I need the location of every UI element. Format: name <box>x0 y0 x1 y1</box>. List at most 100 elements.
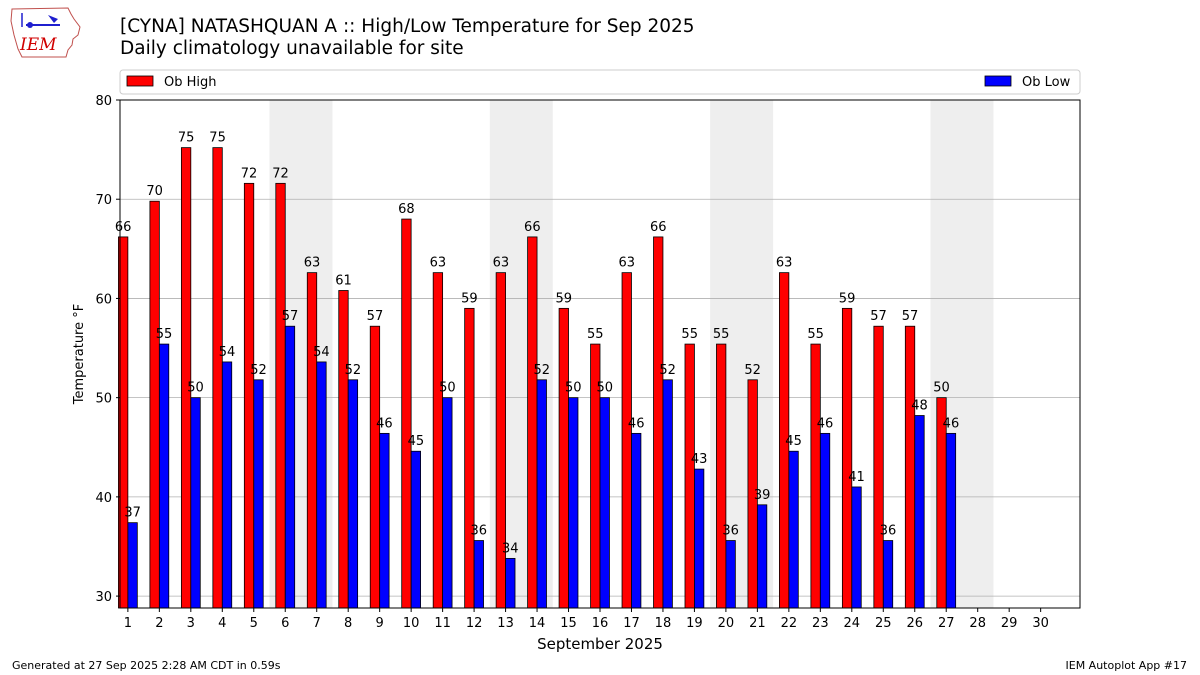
x-tick-label-6: 6 <box>281 616 289 631</box>
label-low-24: 41 <box>848 470 865 485</box>
bar-low-15 <box>568 397 579 609</box>
x-tick-label-11: 11 <box>434 616 451 631</box>
bar-low-25 <box>882 540 894 609</box>
bar-low-7 <box>316 361 327 609</box>
label-high-19: 55 <box>681 327 698 342</box>
bar-high-8 <box>338 290 349 609</box>
bar-high-6 <box>275 182 286 609</box>
bar-low-23 <box>819 432 831 609</box>
x-tick-label-17: 17 <box>623 616 640 631</box>
x-tick-label-20: 20 <box>718 616 735 631</box>
bar-high-15 <box>558 307 569 609</box>
bar-low-20 <box>725 540 736 609</box>
x-tick-label-26: 26 <box>906 616 923 631</box>
label-high-4: 75 <box>209 131 226 146</box>
bar-low-21 <box>756 504 768 609</box>
y-tick-label-70: 70 <box>95 193 112 208</box>
label-low-10: 45 <box>408 434 425 449</box>
bar-low-5 <box>253 379 264 609</box>
label-low-25: 36 <box>880 524 897 539</box>
label-high-6: 72 <box>272 166 289 181</box>
x-tick-label-24: 24 <box>844 616 861 631</box>
x-tick-label-29: 29 <box>1001 616 1018 631</box>
label-low-21: 39 <box>754 488 771 503</box>
label-low-7: 54 <box>313 345 330 360</box>
x-tick-label-2: 2 <box>155 616 163 631</box>
x-tick-label-16: 16 <box>592 616 609 631</box>
bar-high-11 <box>432 272 444 609</box>
label-high-23: 55 <box>807 327 824 342</box>
x-tick-label-15: 15 <box>560 616 577 631</box>
label-low-4: 54 <box>219 345 236 360</box>
bar-high-5 <box>243 182 255 609</box>
y-tick-label-30: 30 <box>95 590 112 605</box>
footer-app-id: IEM Autoplot App #17 <box>1065 659 1188 672</box>
label-high-21: 52 <box>744 363 761 378</box>
x-tick-label-4: 4 <box>218 616 226 631</box>
bar-high-20 <box>716 343 727 609</box>
label-low-15: 50 <box>565 381 582 396</box>
bar-low-24 <box>851 486 862 609</box>
wind-vane-icon <box>48 15 58 23</box>
bar-high-19 <box>684 343 695 609</box>
label-high-12: 59 <box>461 291 478 306</box>
bar-low-1 <box>127 522 138 609</box>
bar-low-14 <box>536 379 547 609</box>
y-axis-label: Temperature °F <box>72 304 87 405</box>
x-tick-label-8: 8 <box>344 616 352 631</box>
iem-logo: IEM <box>10 7 81 58</box>
bar-high-18 <box>653 236 664 609</box>
label-high-11: 63 <box>430 256 447 271</box>
x-tick-label-12: 12 <box>466 616 483 631</box>
bar-high-13 <box>495 272 506 609</box>
x-tick-label-23: 23 <box>812 616 829 631</box>
label-high-17: 63 <box>618 256 635 271</box>
bar-low-3 <box>190 397 201 609</box>
bar-low-8 <box>347 379 359 609</box>
bar-high-26 <box>904 325 916 609</box>
y-tick-label-80: 80 <box>95 94 112 109</box>
x-tick-label-7: 7 <box>313 616 321 631</box>
label-high-26: 57 <box>902 309 919 324</box>
label-low-18: 52 <box>659 363 676 378</box>
label-high-15: 59 <box>556 291 573 306</box>
y-tick-label-60: 60 <box>95 292 112 307</box>
label-high-25: 57 <box>870 309 887 324</box>
label-low-5: 52 <box>250 363 267 378</box>
label-low-11: 50 <box>439 381 456 396</box>
label-low-8: 52 <box>345 363 362 378</box>
bar-low-10 <box>410 450 421 609</box>
chart-title: [CYNA] NATASHQUAN A :: High/Low Temperat… <box>120 16 695 37</box>
x-tick-label-3: 3 <box>187 616 195 631</box>
chart-subtitle: Daily climatology unavailable for site <box>120 38 464 59</box>
bar-low-4 <box>221 361 233 609</box>
bar-low-27 <box>945 432 957 609</box>
legend-swatch-low <box>984 75 1012 87</box>
legend: Ob High Ob Low <box>119 69 1081 95</box>
bar-high-23 <box>810 343 821 609</box>
bar-labels: 66 37 70 55 75 50 75 54 72 52 72 57 63 54 61 52 57 46 68 45… <box>115 131 959 557</box>
label-low-2: 55 <box>156 327 173 342</box>
bar-high-12 <box>464 307 475 609</box>
label-low-1: 37 <box>124 506 141 521</box>
bar-low-17 <box>631 432 642 609</box>
x-tick-label-28: 28 <box>969 616 986 631</box>
label-high-1: 66 <box>115 220 132 235</box>
label-high-18: 66 <box>650 220 667 235</box>
label-low-13: 34 <box>502 541 519 556</box>
bar-low-18 <box>662 379 673 609</box>
label-high-9: 57 <box>367 309 384 324</box>
bar-high-14 <box>527 236 538 609</box>
label-high-16: 55 <box>587 327 604 342</box>
bars <box>118 147 957 609</box>
bar-low-16 <box>599 397 610 609</box>
label-high-2: 70 <box>146 184 163 199</box>
label-high-5: 72 <box>241 166 258 181</box>
iowa-outline-icon <box>10 7 81 58</box>
bar-low-6 <box>284 325 296 609</box>
footer-generated: Generated at 27 Sep 2025 2:28 AM CDT in … <box>12 659 281 672</box>
bar-high-4 <box>212 147 223 609</box>
bar-high-10 <box>401 218 412 609</box>
